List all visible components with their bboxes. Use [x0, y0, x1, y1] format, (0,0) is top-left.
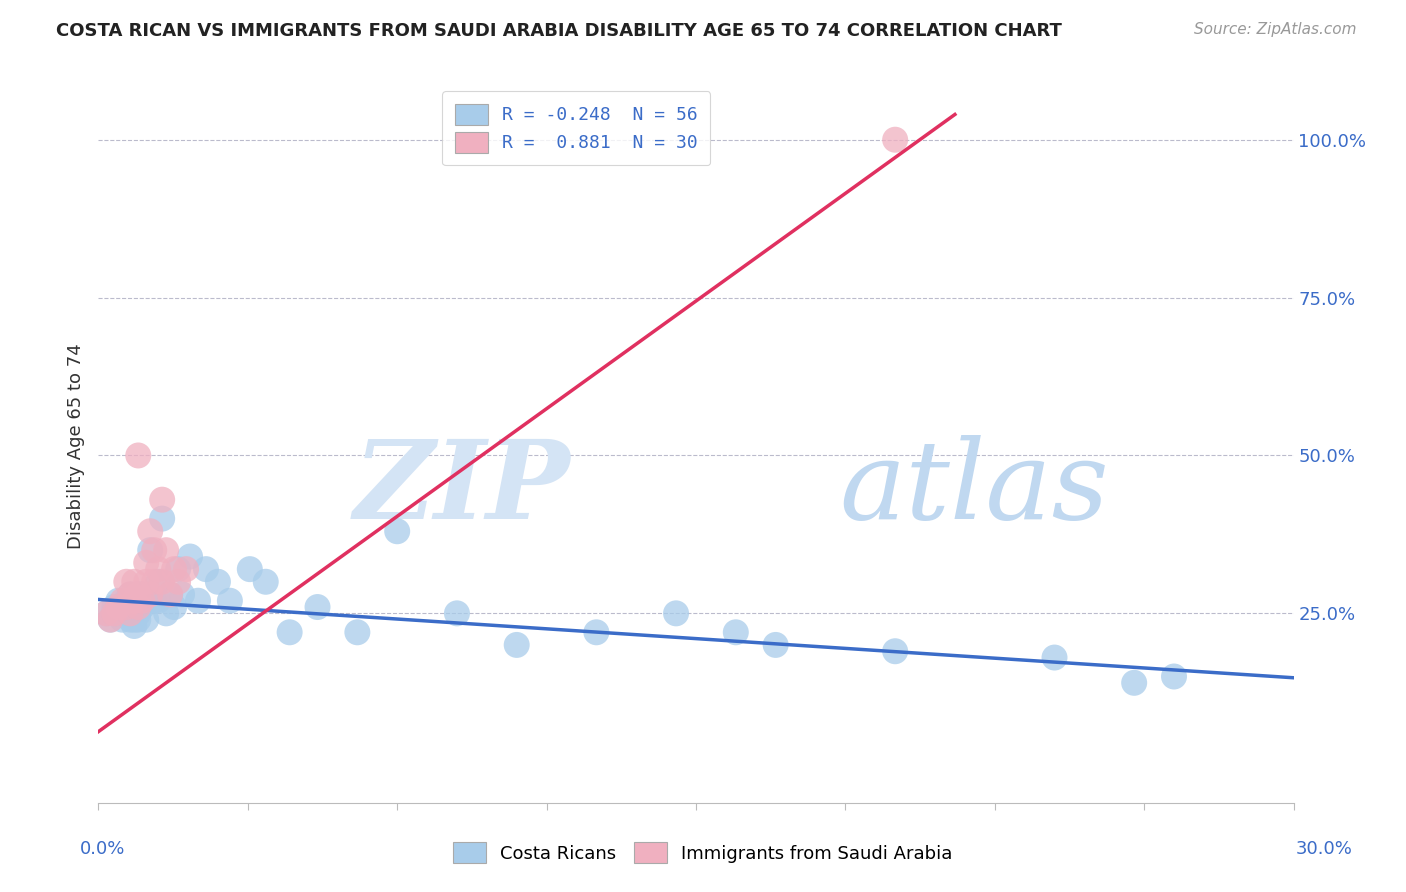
Point	[385, 524, 409, 539]
Point	[155, 543, 177, 558]
Point	[506, 638, 529, 652]
Point	[111, 613, 134, 627]
Point	[120, 587, 142, 601]
Point	[195, 562, 218, 576]
Point	[131, 593, 153, 607]
Point	[96, 607, 118, 621]
Point	[1043, 650, 1066, 665]
Point	[159, 587, 181, 601]
Point	[135, 593, 157, 607]
Point	[884, 644, 907, 658]
Text: COSTA RICAN VS IMMIGRANTS FROM SAUDI ARABIA DISABILITY AGE 65 TO 74 CORRELATION : COSTA RICAN VS IMMIGRANTS FROM SAUDI ARA…	[56, 22, 1062, 40]
Point	[127, 587, 149, 601]
Point	[148, 562, 170, 576]
Point	[174, 562, 197, 576]
Point	[107, 607, 129, 621]
Point	[139, 587, 162, 601]
Point	[135, 556, 157, 570]
Point	[239, 562, 262, 576]
Point	[124, 619, 146, 633]
Text: 30.0%: 30.0%	[1296, 840, 1353, 858]
Point	[139, 524, 162, 539]
Point	[120, 600, 142, 615]
Y-axis label: Disability Age 65 to 74: Disability Age 65 to 74	[66, 343, 84, 549]
Legend: Costa Ricans, Immigrants from Saudi Arabia: Costa Ricans, Immigrants from Saudi Arab…	[440, 830, 966, 876]
Point	[665, 607, 688, 621]
Point	[163, 562, 186, 576]
Point	[127, 449, 149, 463]
Point	[111, 600, 134, 615]
Point	[120, 607, 142, 621]
Point	[115, 574, 138, 589]
Text: atlas: atlas	[839, 435, 1109, 542]
Point	[98, 613, 122, 627]
Legend: R = -0.248  N = 56, R =  0.881  N = 30: R = -0.248 N = 56, R = 0.881 N = 30	[443, 91, 710, 165]
Point	[148, 574, 170, 589]
Text: Source: ZipAtlas.com: Source: ZipAtlas.com	[1194, 22, 1357, 37]
Point	[124, 607, 146, 621]
Point	[172, 587, 194, 601]
Point	[127, 613, 149, 627]
Point	[765, 638, 787, 652]
Text: 0.0%: 0.0%	[80, 840, 125, 858]
Point	[127, 607, 149, 621]
Point	[159, 587, 181, 601]
Point	[107, 593, 129, 607]
Point	[155, 607, 177, 621]
Point	[124, 593, 146, 607]
Point	[131, 587, 153, 601]
Point	[1123, 675, 1146, 690]
Point	[139, 543, 162, 558]
Point	[163, 600, 186, 615]
Point	[150, 511, 173, 525]
Point	[124, 613, 146, 627]
Point	[124, 593, 146, 607]
Point	[278, 625, 301, 640]
Point	[143, 543, 166, 558]
Point	[307, 600, 329, 615]
Point	[98, 613, 122, 627]
Point	[124, 574, 146, 589]
Point	[135, 613, 157, 627]
Point	[131, 600, 153, 615]
Point	[724, 625, 747, 640]
Point	[127, 600, 149, 615]
Point	[167, 562, 190, 576]
Point	[207, 574, 229, 589]
Point	[115, 593, 138, 607]
Point	[585, 625, 607, 640]
Point	[107, 600, 129, 615]
Point	[115, 607, 138, 621]
Point	[179, 549, 201, 564]
Point	[1163, 669, 1185, 683]
Point	[219, 593, 242, 607]
Point	[127, 600, 149, 615]
Text: ZIP: ZIP	[354, 435, 571, 542]
Point	[254, 574, 277, 589]
Point	[346, 625, 368, 640]
Point	[103, 600, 125, 615]
Point	[96, 607, 118, 621]
Point	[111, 593, 134, 607]
Point	[103, 607, 125, 621]
Point	[143, 574, 166, 589]
Point	[139, 587, 162, 601]
Point	[884, 133, 907, 147]
Point	[120, 587, 142, 601]
Point	[135, 574, 157, 589]
Point	[446, 607, 468, 621]
Point	[127, 587, 149, 601]
Point	[187, 593, 209, 607]
Point	[148, 593, 170, 607]
Point	[115, 600, 138, 615]
Point	[150, 574, 173, 589]
Point	[150, 492, 173, 507]
Point	[167, 574, 190, 589]
Point	[120, 613, 142, 627]
Point	[143, 593, 166, 607]
